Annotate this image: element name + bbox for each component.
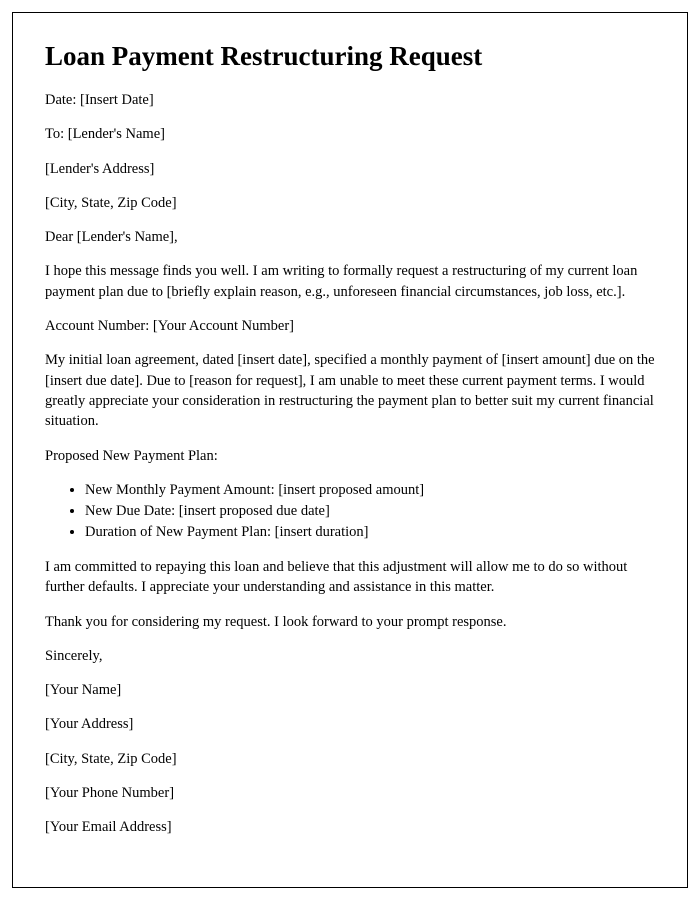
proposed-plan-label: Proposed New Payment Plan: (45, 446, 655, 466)
sender-email: [Your Email Address] (45, 817, 655, 837)
lender-city: [City, State, Zip Code] (45, 193, 655, 213)
date-line: Date: [Insert Date] (45, 90, 655, 110)
proposed-plan-list: New Monthly Payment Amount: [insert prop… (85, 480, 655, 543)
sender-phone: [Your Phone Number] (45, 783, 655, 803)
document-container: Loan Payment Restructuring Request Date:… (12, 12, 688, 888)
account-number: Account Number: [Your Account Number] (45, 316, 655, 336)
sender-address: [Your Address] (45, 714, 655, 734)
thanks-paragraph: Thank you for considering my request. I … (45, 612, 655, 632)
body-paragraph-1: My initial loan agreement, dated [insert… (45, 350, 655, 431)
lender-address: [Lender's Address] (45, 159, 655, 179)
list-item: New Due Date: [insert proposed due date] (85, 501, 655, 522)
sender-name: [Your Name] (45, 680, 655, 700)
list-item: New Monthly Payment Amount: [insert prop… (85, 480, 655, 501)
sender-city: [City, State, Zip Code] (45, 749, 655, 769)
salutation: Dear [Lender's Name], (45, 227, 655, 247)
document-title: Loan Payment Restructuring Request (45, 41, 655, 72)
body-paragraph-2: I am committed to repaying this loan and… (45, 557, 655, 598)
to-line: To: [Lender's Name] (45, 124, 655, 144)
list-item: Duration of New Payment Plan: [insert du… (85, 522, 655, 543)
intro-paragraph: I hope this message finds you well. I am… (45, 261, 655, 302)
closing: Sincerely, (45, 646, 655, 666)
